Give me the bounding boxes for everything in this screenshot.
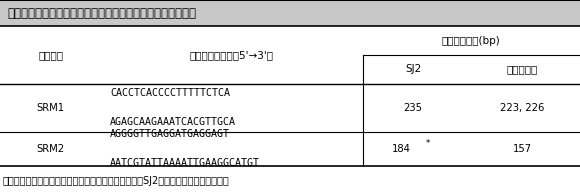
Text: AATCGTATTAAAATTGAAGGCATGT: AATCGTATTAAAATTGAAGGCATGT — [110, 158, 260, 168]
Text: SRM2: SRM2 — [37, 144, 65, 154]
Text: プライマー配列（5'→3'）: プライマー配列（5'→3'） — [190, 50, 274, 60]
Text: 235: 235 — [404, 103, 423, 113]
Text: 184: 184 — [392, 144, 411, 154]
Text: ＊「すずかおり」は易裂莢性であるが、難裂莢性の「SJ2」と同じ遺伝子型を示す．: ＊「すずかおり」は易裂莢性であるが、難裂莢性の「SJ2」と同じ遺伝子型を示す． — [3, 176, 230, 186]
Text: SRM1: SRM1 — [37, 103, 65, 113]
Bar — [0, 0, 580, 26]
Text: 157: 157 — [513, 144, 531, 154]
Text: 表　難裂莢性判別マーカーのプライマー配列と対立遺伝子型: 表 難裂莢性判別マーカーのプライマー配列と対立遺伝子型 — [7, 7, 196, 20]
Text: 223, 226: 223, 226 — [500, 103, 544, 113]
Text: マーカー: マーカー — [38, 50, 63, 60]
Text: *: * — [426, 139, 430, 147]
Text: AGGGGTTGAGGATGAGGAGT: AGGGGTTGAGGATGAGGAGT — [110, 129, 230, 139]
Text: 易裂莢性親: 易裂莢性親 — [506, 64, 538, 74]
Text: SJ2: SJ2 — [405, 64, 422, 74]
Text: AGAGCAAGAAATCACGTTGCA: AGAGCAAGAAATCACGTTGCA — [110, 117, 236, 127]
Text: 対立遺伝子型(bp): 対立遺伝子型(bp) — [442, 36, 501, 46]
Text: CACCTCACCCCTTTTTCTCA: CACCTCACCCCTTTTTCTCA — [110, 88, 230, 98]
